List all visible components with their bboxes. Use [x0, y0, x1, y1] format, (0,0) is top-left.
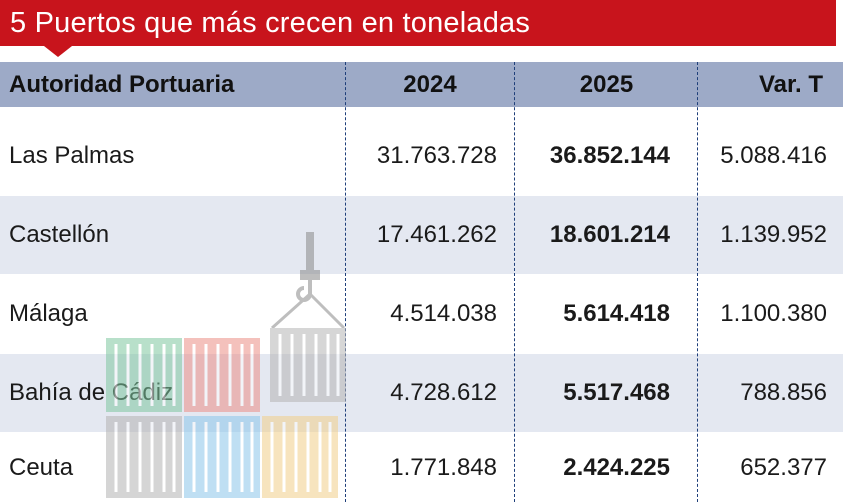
- port-name: Málaga: [9, 300, 88, 327]
- port-name: Castellón: [9, 221, 110, 248]
- header-2025: 2025: [579, 70, 634, 98]
- value-var: 1.139.952: [720, 221, 827, 248]
- value-var: 788.856: [740, 379, 827, 406]
- value-2024: 4.728.612: [390, 379, 497, 406]
- column-divider: [697, 62, 698, 502]
- table-row: Málaga 4.514.038 5.614.418 1.100.380: [0, 275, 843, 353]
- shipping-containers-crane-icon: [104, 232, 349, 500]
- header-2024: 2024: [403, 70, 457, 98]
- table-row: Las Palmas 31.763.728 36.852.144 5.088.4…: [0, 117, 843, 195]
- value-var: 652.377: [740, 453, 827, 481]
- page-title: 5 Puertos que más crecen en toneladas: [0, 0, 836, 46]
- port-name: Las Palmas: [9, 142, 135, 169]
- column-divider: [345, 62, 346, 502]
- value-2025: 5.517.468: [563, 379, 670, 406]
- value-2024: 4.514.038: [390, 300, 497, 327]
- value-2024: 17.461.262: [376, 221, 497, 248]
- value-2024: 1.771.848: [390, 453, 497, 481]
- value-2024: 31.763.728: [376, 142, 497, 169]
- value-2025: 36.852.144: [549, 142, 670, 169]
- table-header: Autoridad Portuaria 2024 2025 Var. T: [0, 62, 843, 107]
- header-var-t: Var. T: [758, 70, 823, 98]
- value-2025: 5.614.418: [563, 300, 670, 327]
- value-2025: 2.424.225: [563, 453, 670, 481]
- table-row: Castellón 17.461.262 18.601.214 1.139.95…: [0, 196, 843, 274]
- value-var: 1.100.380: [720, 300, 827, 327]
- value-var: 5.088.416: [720, 142, 827, 169]
- title-notch: [44, 46, 72, 57]
- port-name: Ceuta: [9, 453, 74, 481]
- header-autoridad-portuaria: Autoridad Portuaria: [9, 70, 235, 98]
- column-divider: [514, 62, 515, 502]
- value-2025: 18.601.214: [549, 221, 670, 248]
